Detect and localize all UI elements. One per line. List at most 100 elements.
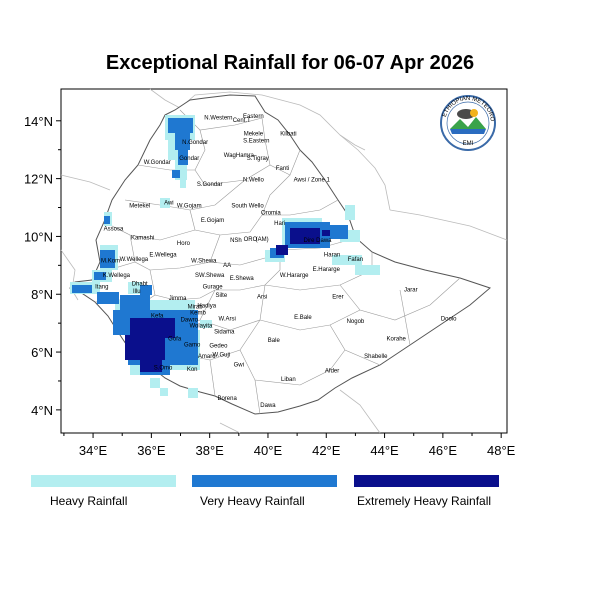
rain-cell-very-heavy [175,130,190,150]
region-label: N.Wello [243,178,265,184]
legend-swatch-extremely-heavy [354,475,499,487]
region-label: S.Eastern [243,138,269,144]
rain-cell-extremely-heavy [276,245,288,255]
rain-cell-very-heavy [168,118,193,133]
y-tick-label: 14°N [24,114,53,129]
x-tick-label: 38°E [195,443,224,458]
region-label: Dawa [260,403,276,409]
rain-cell-very-heavy [100,250,115,268]
axes: 34°E 36°E 38°E 40°E 42°E 44°E 46°E 48°E 14°N 12°N… [24,114,516,458]
region-label: W.Wellega [120,257,149,263]
rain-cell-heavy [128,282,142,294]
region-label: South Wello [231,204,264,210]
x-tick-label: 34°E [79,443,108,458]
x-tick-label: 44°E [370,443,399,458]
rain-cell-extremely-heavy [140,360,162,372]
legend-label-extremely-heavy: Extremely Heavy Rainfall [357,494,492,508]
region-label: Mirab [188,305,204,311]
region-label: W.Hararge [280,273,309,279]
region-label: E.Shewa [230,276,255,282]
rain-cell-extremely-heavy [130,318,175,338]
region-label: E.Bale [294,315,312,321]
region-label: Haran [324,253,340,259]
rain-cell-very-heavy [178,150,188,165]
region-label: WagHamra [224,153,255,159]
region-label: Cent.T [233,118,251,124]
region-label: Kemb [190,310,206,316]
region-label: Dire Dawa [304,238,333,244]
region-label: (AM) [256,237,269,243]
region-label: E.Hararge [313,267,341,273]
region-label: Fanti [276,166,289,172]
rain-cell-extremely-heavy [125,335,165,360]
region-label: Horo [177,241,191,247]
region-label: Hari [274,221,285,227]
region-label: Bale [268,338,281,344]
region-label: Kilbati [280,131,296,137]
map-title: Exceptional Rainfall for 06-07 Apr 2026 [105,52,475,74]
y-tick-label: 8°N [31,287,53,302]
region-label: E.Wellega [149,253,177,259]
rain-cell-heavy [345,205,355,220]
region-label: Borena [217,396,237,402]
region-label: Amaro [198,354,216,360]
x-tick-label: 48°E [487,443,516,458]
y-tick-label: 10°N [24,229,53,244]
rain-cell-heavy [150,378,160,388]
region-label: Eastern [243,114,264,120]
region-label: W.Gondar [144,160,171,166]
rain-cell-heavy [180,178,186,188]
region-label: Jimma [169,296,187,302]
rain-cell-heavy [200,320,212,328]
rain-cell-very-heavy [104,216,110,224]
rain-cell-heavy [188,388,198,398]
region-label: W.Gojam [177,204,202,210]
region-label: NSh [230,238,242,244]
region-label: Silte [215,293,227,299]
region-label: Illu [133,289,141,295]
x-tick-label: 46°E [429,443,458,458]
region-label: Kon [187,367,198,373]
legend-label-very-heavy: Very Heavy Rainfall [200,494,305,508]
region-label: Nogob [347,319,365,325]
region-label: N.Gondar [182,140,208,146]
region-label: Hadiya [197,303,216,309]
region-label: Assosa [104,227,124,233]
region-label: Erer [332,295,343,301]
y-tick-label: 12°N [24,172,53,187]
region-label: Gurage [203,284,224,290]
region-label: SW.Shewa [195,273,225,279]
region-label: S.Tigray [247,156,269,162]
rain-cell-extremely-heavy [290,228,320,244]
region-label: Liban [281,377,296,383]
rain-cell-extremely-heavy [165,322,175,332]
region-label: Oromia [261,211,281,217]
region-label: Korahe [387,336,407,342]
legend-swatch-heavy [31,475,176,487]
region-label: Gedeo [209,344,228,350]
region-label: Gofa [168,336,182,342]
region-label: Kamashi [131,235,154,241]
rain-cell-very-heavy [94,272,106,280]
x-tick-label: 42°E [312,443,341,458]
region-label: W.Guji [212,352,230,358]
region-label: S.Gondar [197,182,223,188]
region-label: Mekele [244,131,264,137]
region-label: Gwi [234,363,244,369]
region-label: Awsi / Zone 1 [294,178,331,184]
region-label: S.Omo [154,365,173,371]
region-label: Sidama [214,329,235,335]
plot-frame [60,88,508,434]
logo-text-bottom: EMI [463,141,474,147]
region-label: Dawro [181,318,199,324]
rain-cell-heavy [332,255,362,265]
region-label: Jarar [404,287,418,293]
emi-logo: ETHIOPIAN METEOROLOGY INSTITUTE EMI [440,95,496,151]
region-label: W.Shewa [191,258,217,264]
region-label: Metekel [129,204,150,210]
region-label: W.Arsi [218,316,235,322]
rain-cell-very-heavy [330,225,348,239]
y-tick-label: 4°N [31,403,53,418]
region-label: Dhabt [132,282,148,288]
